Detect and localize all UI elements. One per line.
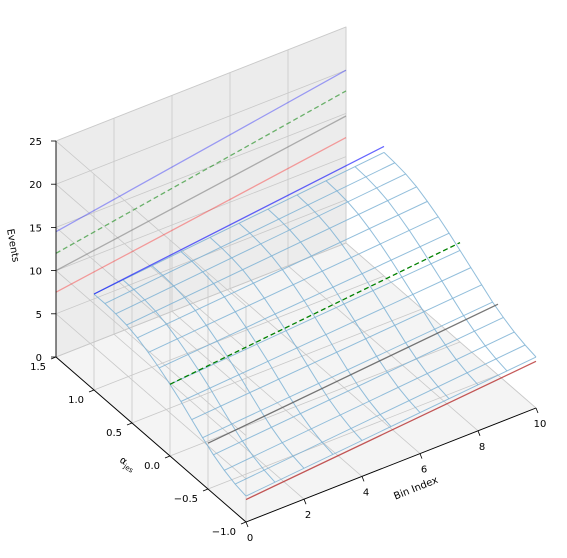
- series-line-4: [55, 137, 347, 293]
- z-tick-label: 20: [29, 180, 42, 191]
- x-tick-mark: [535, 407, 539, 414]
- surface-column-line: [151, 265, 305, 469]
- x-tick-mark: [245, 521, 249, 528]
- series-lines: [55, 69, 537, 501]
- surface-column-line: [122, 279, 276, 483]
- series-line-3: [55, 115, 347, 272]
- z-tick-label: 10: [29, 267, 42, 278]
- y-tick-label: 1.5: [30, 362, 46, 373]
- x-axis-line: [245, 407, 537, 523]
- series-line-5: [93, 145, 385, 295]
- y-tick-mark: [88, 389, 95, 393]
- x-tick-label: 8: [479, 442, 485, 453]
- x-tick-label: 2: [305, 510, 311, 521]
- x-tick-label: 10: [534, 419, 547, 430]
- x-tick-mark: [477, 430, 481, 436]
- y-tick-mark: [202, 488, 209, 492]
- x-tick-mark: [419, 453, 423, 459]
- y-tick-label: −1.0: [212, 527, 236, 538]
- surface-column-line: [383, 152, 537, 358]
- surface-column-line: [354, 166, 508, 372]
- x-tick-mark: [361, 476, 365, 482]
- series-line-6: [169, 242, 461, 385]
- series-line-8: [245, 360, 537, 501]
- surface-column-line: [238, 222, 392, 427]
- x-tick-label: 0: [247, 533, 253, 544]
- surface-column-line: [93, 293, 247, 497]
- surface-column-line: [325, 180, 479, 386]
- y-tick-mark: [164, 455, 171, 459]
- y-tick-label: −0.5: [174, 494, 198, 505]
- surface-row-line: [93, 151, 385, 295]
- z-axis-label: Events: [4, 228, 21, 263]
- x-tick-label: 4: [363, 487, 369, 498]
- surface-column-line: [209, 237, 363, 441]
- series-line-2: [55, 90, 347, 254]
- axis-lines: [55, 141, 537, 523]
- axis-panes: [55, 26, 537, 524]
- z-tick-label: 25: [29, 137, 42, 148]
- surface-column-line: [267, 208, 421, 413]
- z-tick-label: 0: [36, 353, 42, 364]
- surface-column-line: [296, 194, 450, 400]
- z-tick-label: 15: [29, 223, 42, 234]
- series-line-1: [55, 69, 347, 233]
- x-axis-label: Bin Index: [392, 475, 439, 503]
- surface-wireframe: [93, 151, 537, 497]
- x-tick-label: 6: [421, 465, 427, 476]
- y-axis-label: αjes: [116, 455, 137, 475]
- y-tick-mark: [126, 422, 133, 426]
- series-line-7: [207, 303, 499, 444]
- y-axis-line: [55, 356, 247, 523]
- y-tick-mark: [240, 521, 247, 525]
- z-tick-label: 5: [36, 310, 42, 321]
- x-tick-mark: [303, 499, 307, 505]
- surface-column-line: [180, 251, 334, 455]
- y-tick-label: 1.0: [68, 395, 84, 406]
- y-tick-label: 0.0: [144, 461, 160, 472]
- y-tick-label: 0.5: [106, 428, 122, 439]
